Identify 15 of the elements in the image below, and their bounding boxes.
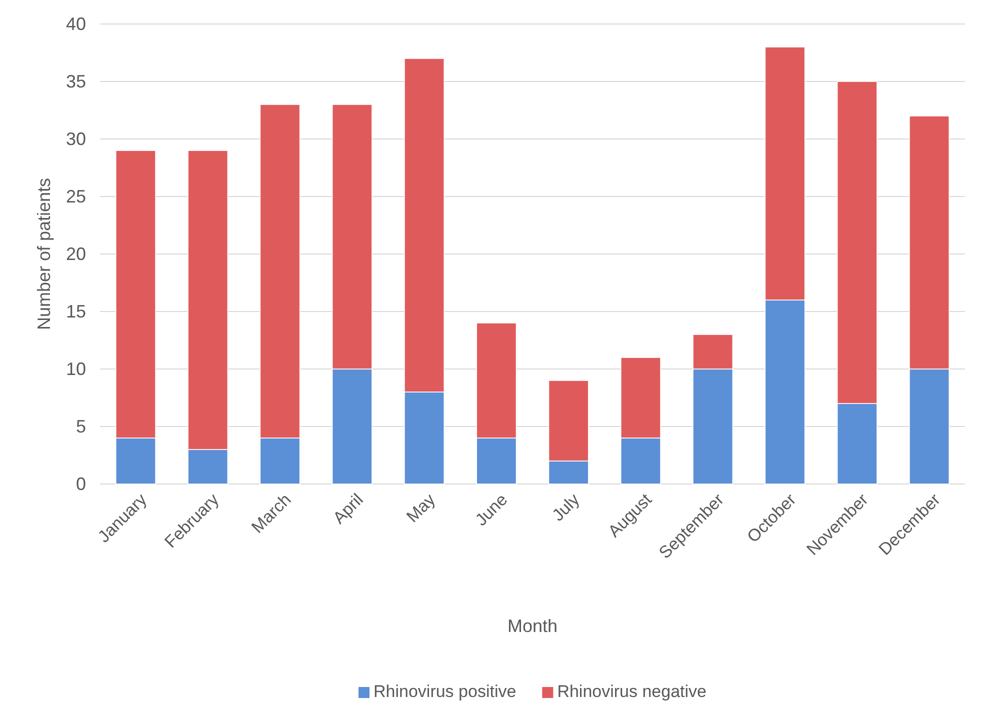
legend-label: Rhinovirus positive	[374, 682, 516, 701]
x-axis-title: Month	[507, 616, 558, 636]
y-tick-label: 10	[66, 358, 86, 379]
y-tick-label: 40	[66, 14, 86, 34]
y-tick-label: 30	[66, 128, 86, 149]
y-tick-label: 15	[66, 301, 86, 322]
y-tick-label: 0	[76, 474, 86, 494]
y-tick-label: 5	[76, 416, 86, 436]
y-axis-title: Number of patients	[34, 178, 54, 330]
y-tick-label: 25	[66, 186, 86, 206]
x-tick-label: July	[548, 490, 584, 525]
x-tick-label: May	[402, 490, 440, 526]
legend-label: Rhinovirus negative	[557, 682, 706, 701]
y-tick-label: 35	[66, 71, 86, 92]
y-tick-label: 20	[66, 244, 86, 264]
